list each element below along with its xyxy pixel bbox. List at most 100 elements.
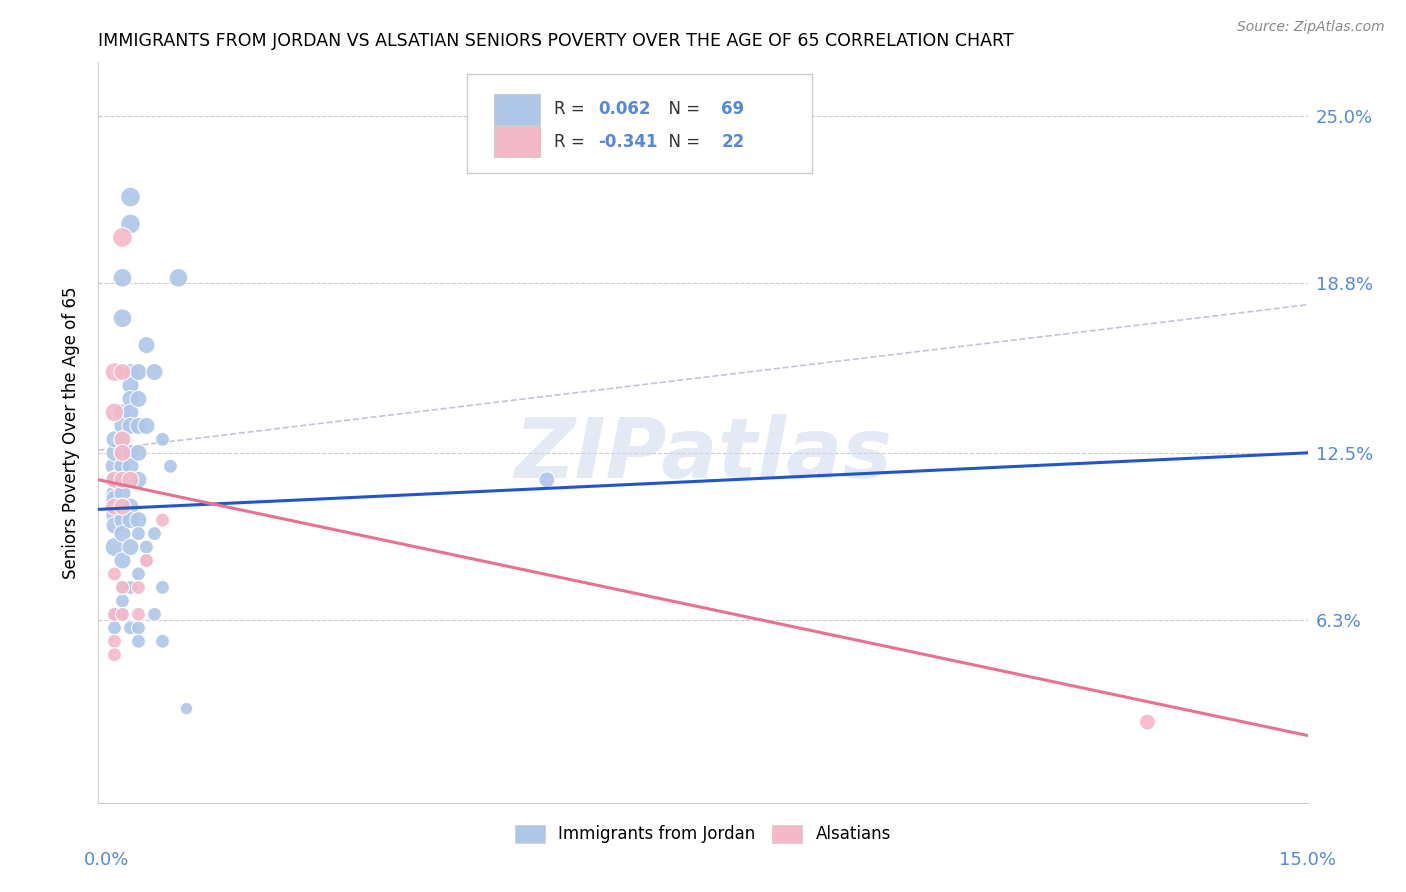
Point — [159, 459, 181, 474]
Point — [127, 621, 149, 635]
Point — [120, 217, 142, 231]
Point — [103, 433, 125, 447]
Point — [103, 500, 125, 514]
Point — [120, 459, 142, 474]
Point — [103, 500, 125, 514]
Point — [103, 508, 125, 522]
Point — [111, 594, 134, 608]
Point — [103, 634, 125, 648]
Point — [120, 513, 142, 527]
Point — [103, 405, 125, 419]
Point — [120, 446, 142, 460]
Point — [111, 473, 134, 487]
Point — [103, 365, 125, 379]
Bar — [494, 94, 540, 125]
Point — [120, 392, 142, 406]
Point — [127, 418, 149, 433]
Point — [127, 446, 149, 460]
Point — [120, 405, 142, 419]
Point — [120, 540, 142, 554]
Point — [111, 473, 134, 487]
Text: IMMIGRANTS FROM JORDAN VS ALSATIAN SENIORS POVERTY OVER THE AGE OF 65 CORRELATIO: IMMIGRANTS FROM JORDAN VS ALSATIAN SENIO… — [98, 32, 1014, 50]
Point — [111, 230, 134, 244]
Point — [135, 338, 157, 352]
Point — [120, 473, 142, 487]
Point — [103, 566, 125, 581]
Point — [111, 433, 134, 447]
Point — [111, 418, 134, 433]
Point — [111, 365, 134, 379]
Point — [103, 607, 125, 622]
Point — [111, 607, 134, 622]
Point — [127, 513, 149, 527]
Point — [111, 311, 134, 326]
Point — [103, 473, 125, 487]
Text: R =: R = — [554, 133, 591, 151]
Point — [120, 365, 142, 379]
Point — [111, 526, 134, 541]
Point — [152, 634, 174, 648]
Point — [111, 500, 134, 514]
Point — [120, 473, 142, 487]
Point — [143, 365, 166, 379]
Point — [111, 405, 134, 419]
Text: -0.341: -0.341 — [598, 133, 657, 151]
Point — [127, 365, 149, 379]
Point — [143, 607, 166, 622]
Point — [127, 607, 149, 622]
Point — [120, 190, 142, 204]
Point — [127, 392, 149, 406]
Point — [120, 378, 142, 392]
Point — [111, 607, 134, 622]
Text: 0.0%: 0.0% — [84, 851, 129, 870]
Text: N =: N = — [658, 100, 706, 118]
Text: R =: R = — [554, 100, 591, 118]
Point — [152, 513, 174, 527]
Point — [135, 553, 157, 567]
Point — [536, 473, 558, 487]
Point — [111, 500, 134, 514]
Point — [103, 473, 125, 487]
Text: Source: ZipAtlas.com: Source: ZipAtlas.com — [1237, 20, 1385, 34]
Text: 69: 69 — [721, 100, 744, 118]
Point — [103, 518, 125, 533]
Point — [111, 513, 134, 527]
Point — [103, 459, 125, 474]
Point — [103, 648, 125, 662]
Point — [135, 540, 157, 554]
Point — [111, 459, 134, 474]
Point — [103, 621, 125, 635]
Point — [120, 581, 142, 595]
Text: 0.062: 0.062 — [598, 100, 651, 118]
Text: 15.0%: 15.0% — [1279, 851, 1336, 870]
Point — [111, 270, 134, 285]
Point — [111, 553, 134, 567]
Point — [111, 581, 134, 595]
Point — [103, 500, 125, 514]
Point — [103, 540, 125, 554]
Point — [111, 446, 134, 460]
Point — [135, 418, 157, 433]
Legend: Immigrants from Jordan, Alsatians: Immigrants from Jordan, Alsatians — [509, 818, 897, 850]
Text: N =: N = — [658, 133, 706, 151]
Point — [103, 491, 125, 506]
Bar — [494, 126, 540, 157]
Point — [1136, 714, 1159, 729]
Point — [127, 634, 149, 648]
Point — [120, 621, 142, 635]
Point — [152, 433, 174, 447]
FancyBboxPatch shape — [467, 73, 811, 173]
Text: ZIPatlas: ZIPatlas — [515, 414, 891, 495]
Point — [127, 581, 149, 595]
Point — [120, 500, 142, 514]
Point — [103, 473, 125, 487]
Point — [152, 581, 174, 595]
Point — [127, 566, 149, 581]
Point — [167, 270, 190, 285]
Point — [103, 486, 125, 500]
Point — [111, 581, 134, 595]
Point — [111, 433, 134, 447]
Text: 22: 22 — [721, 133, 744, 151]
Point — [111, 486, 134, 500]
Y-axis label: Seniors Poverty Over the Age of 65: Seniors Poverty Over the Age of 65 — [62, 286, 80, 579]
